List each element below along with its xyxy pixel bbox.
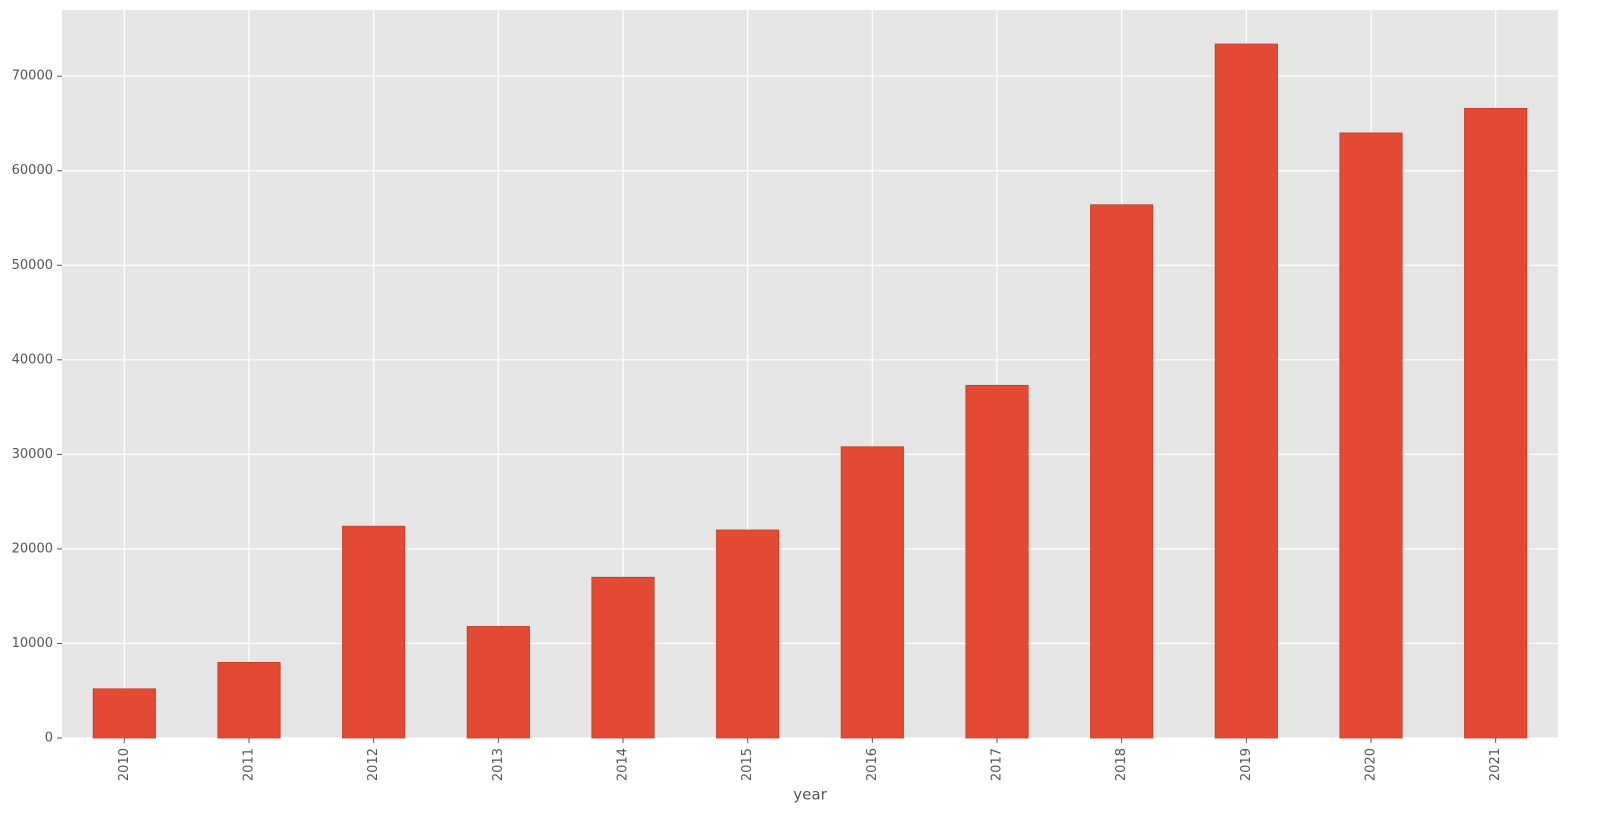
y-tick-label: 50000 <box>12 258 53 273</box>
y-tick-label: 10000 <box>12 636 53 651</box>
x-tick-label: 2012 <box>366 748 381 781</box>
bar <box>1339 132 1403 739</box>
bar <box>840 446 904 739</box>
x-tick-label: 2013 <box>491 748 506 781</box>
x-tick-label: 2016 <box>865 748 880 781</box>
x-tick-label: 2010 <box>117 748 132 781</box>
x-axis-label: year <box>793 786 827 804</box>
bar <box>1214 43 1278 739</box>
x-tick-label: 2018 <box>1114 748 1129 781</box>
bar <box>217 661 281 739</box>
plot-area <box>62 10 1558 738</box>
x-tick-label: 2020 <box>1364 748 1379 781</box>
x-tick-label: 2021 <box>1488 748 1503 781</box>
y-tick-label: 70000 <box>12 69 53 84</box>
bar <box>92 688 156 739</box>
bar <box>466 626 530 739</box>
y-tick-label: 0 <box>45 731 53 746</box>
y-tick-label: 30000 <box>12 447 53 462</box>
x-tick-label: 2011 <box>242 748 257 781</box>
bar <box>342 525 406 739</box>
x-tick-label: 2015 <box>740 748 755 781</box>
y-tick-label: 60000 <box>12 163 53 178</box>
bar <box>716 529 780 739</box>
x-tick-label: 2017 <box>990 748 1005 781</box>
bar <box>1464 107 1528 739</box>
bar <box>965 384 1029 739</box>
y-tick-label: 20000 <box>12 541 53 556</box>
bar <box>1090 204 1154 739</box>
y-tick-label: 40000 <box>12 352 53 367</box>
x-tick-label: 2014 <box>616 748 631 781</box>
bar <box>591 576 655 739</box>
x-tick-label: 2019 <box>1239 748 1254 781</box>
